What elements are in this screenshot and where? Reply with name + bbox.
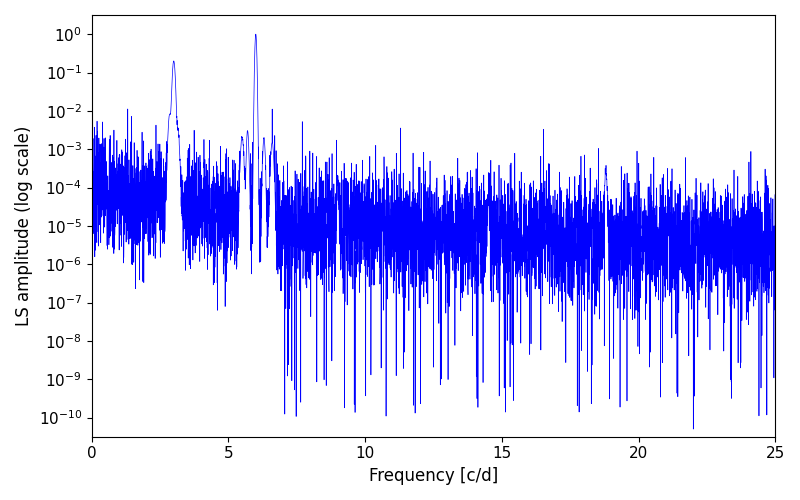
X-axis label: Frequency [c/d]: Frequency [c/d] — [369, 467, 498, 485]
Y-axis label: LS amplitude (log scale): LS amplitude (log scale) — [15, 126, 33, 326]
